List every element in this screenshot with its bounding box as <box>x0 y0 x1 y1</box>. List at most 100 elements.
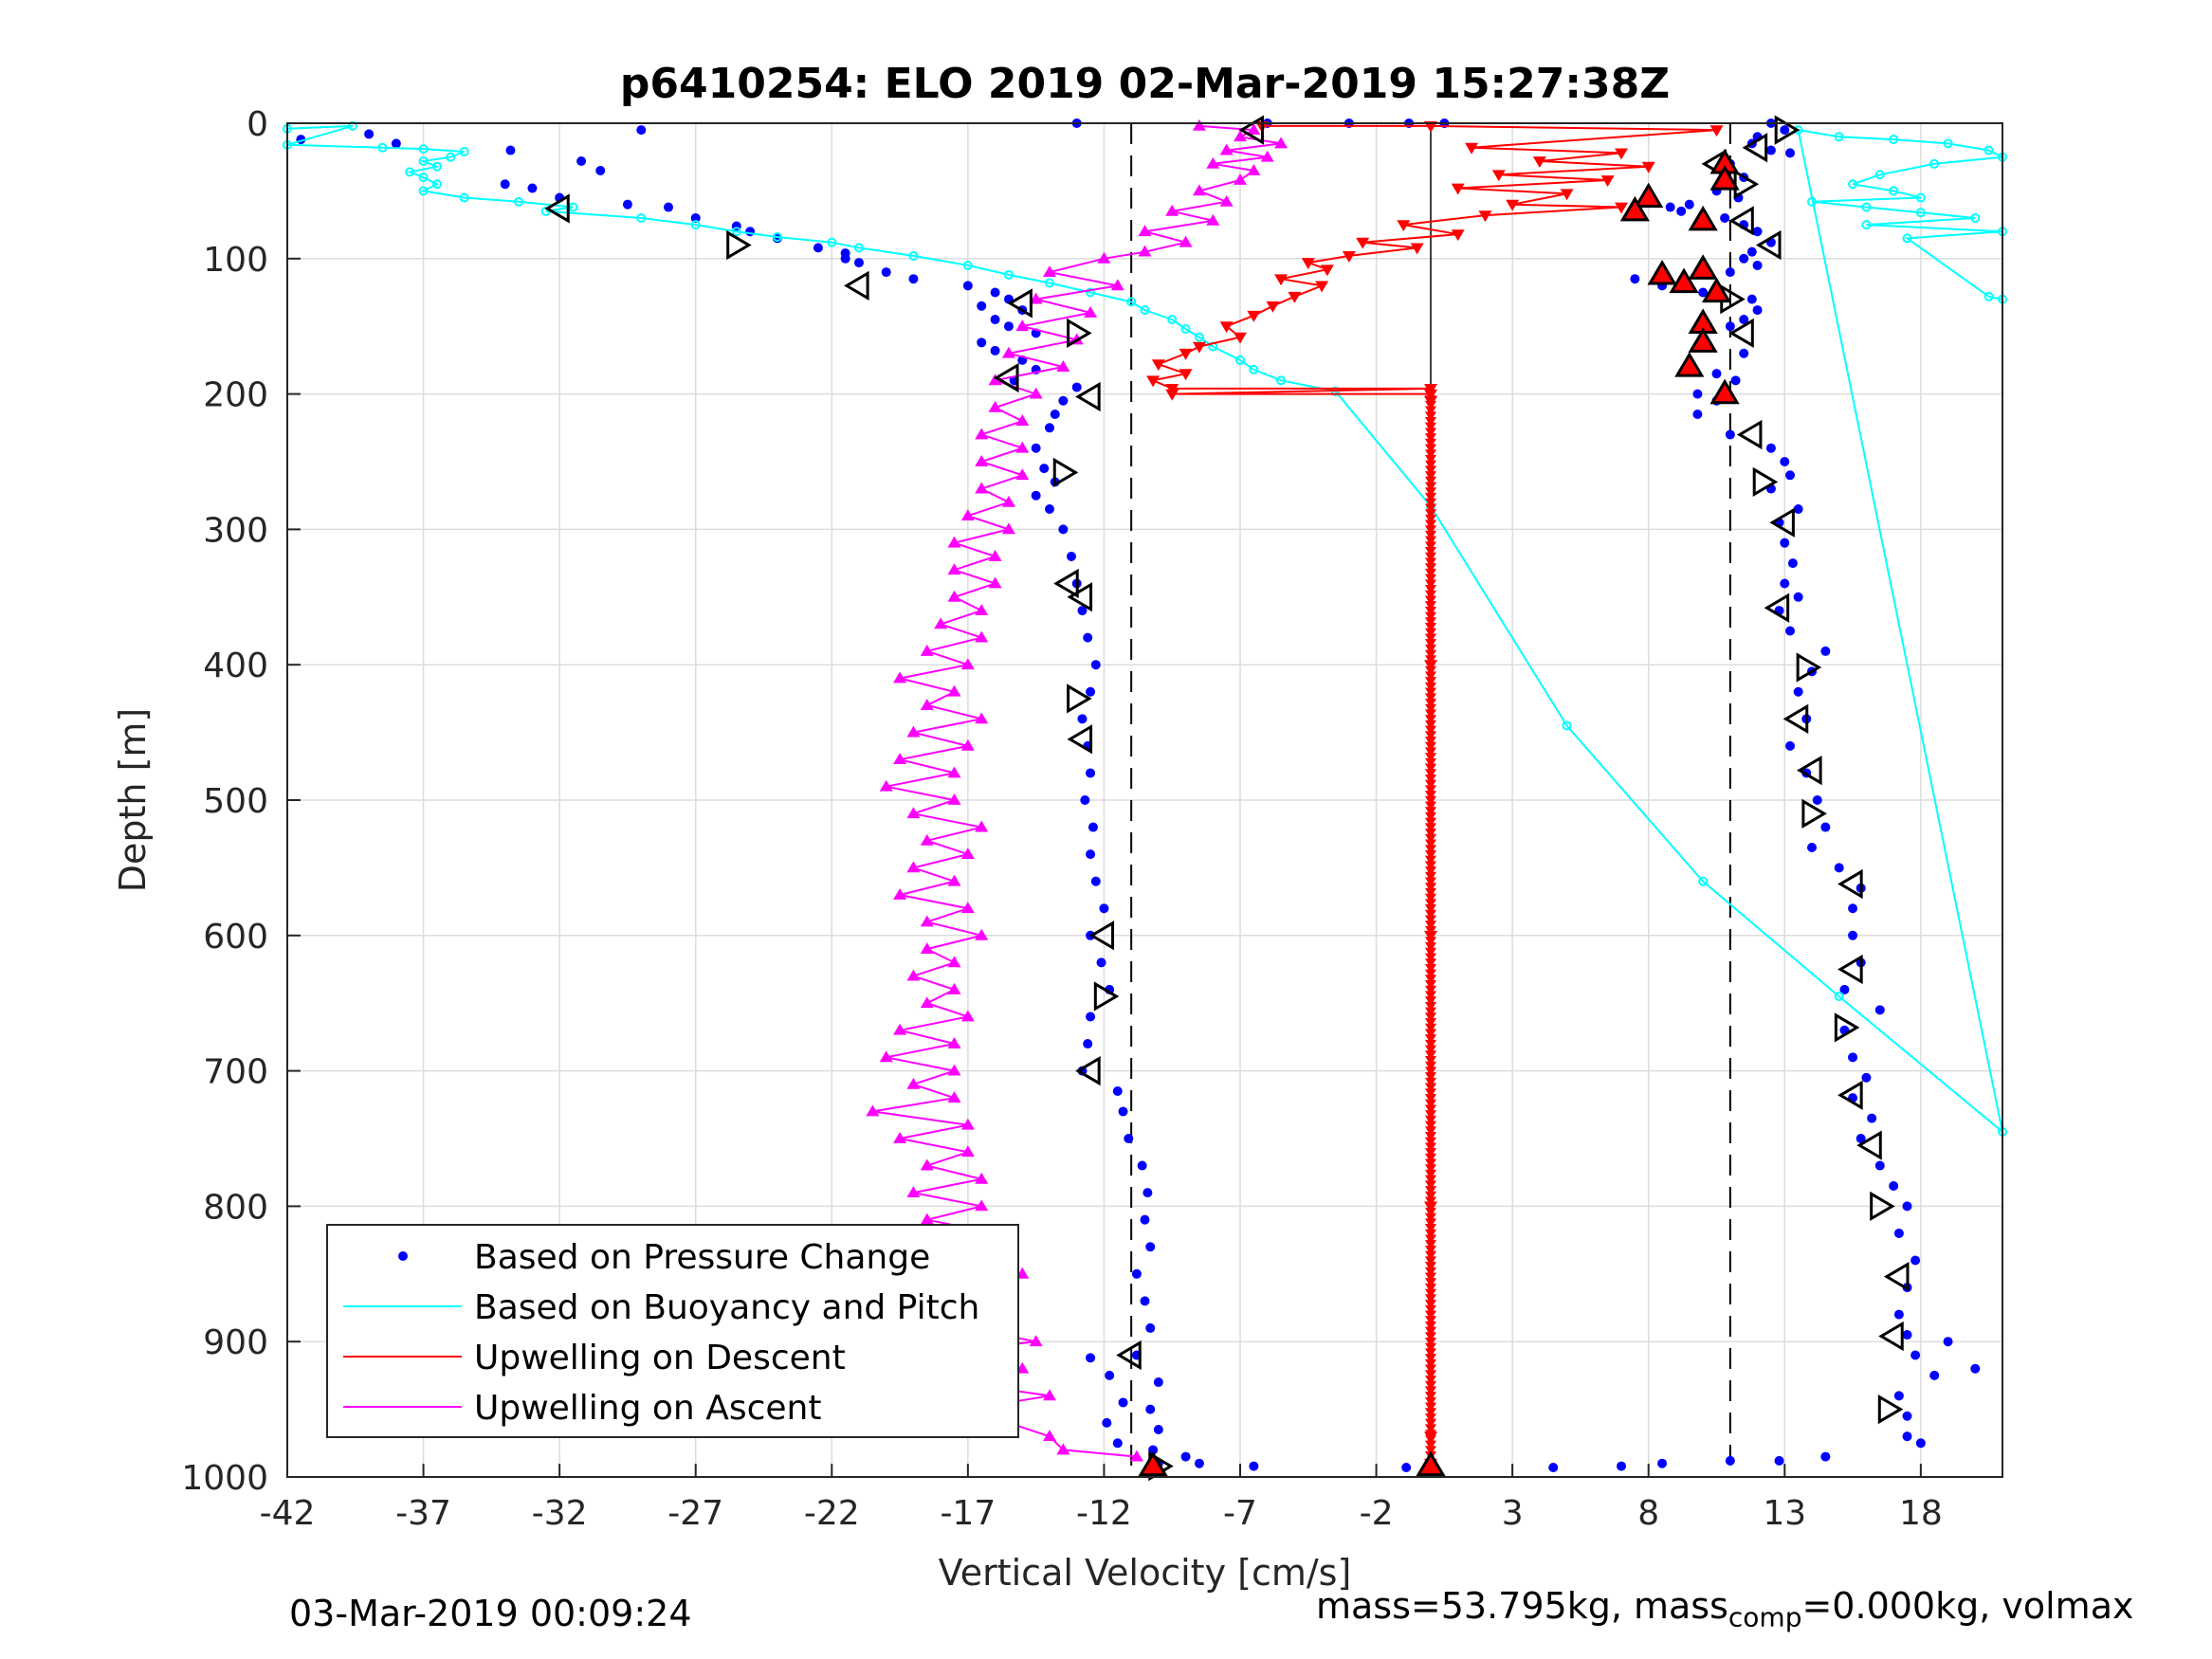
data-point <box>1425 1364 1436 1375</box>
data-point <box>1001 346 1015 358</box>
data-point <box>1893 1391 1904 1401</box>
data-point <box>1665 202 1675 212</box>
data-point <box>1425 1256 1436 1267</box>
data-point <box>1425 1430 1436 1440</box>
data-point <box>1086 287 1096 298</box>
data-point <box>1425 487 1436 498</box>
data-point <box>1752 227 1763 237</box>
data-point <box>1247 163 1261 175</box>
data-point <box>1425 547 1436 557</box>
data-point <box>1425 579 1436 590</box>
data-point <box>1067 684 1092 714</box>
data-point <box>908 250 919 261</box>
data-point <box>1425 1418 1436 1429</box>
data-point <box>1785 626 1796 636</box>
footer-mass-text: mass=53.795kg, mass <box>1316 1585 1728 1627</box>
data-point <box>459 146 469 156</box>
data-point <box>1180 324 1191 335</box>
data-point <box>1425 931 1436 941</box>
data-point <box>1889 186 1899 196</box>
data-point <box>1086 768 1096 778</box>
data-point <box>1634 182 1664 209</box>
data-point <box>920 942 934 954</box>
x-tick-label: 3 <box>1502 1494 1524 1533</box>
data-point <box>1983 291 1994 301</box>
data-point <box>1425 1300 1436 1310</box>
data-point <box>1425 763 1436 774</box>
data-point <box>1140 1296 1150 1306</box>
data-point <box>347 120 357 131</box>
data-point <box>1425 498 1436 508</box>
data-point <box>1001 522 1015 535</box>
data-point <box>1725 321 1735 332</box>
data-point <box>1425 693 1436 703</box>
data-point <box>1097 251 1111 264</box>
data-point <box>1315 281 1329 293</box>
data-point <box>1288 291 1302 303</box>
data-point <box>1425 557 1436 568</box>
data-point <box>1425 1358 1436 1370</box>
data-point <box>418 173 429 183</box>
data-point <box>1425 817 1436 828</box>
data-point <box>1112 1438 1123 1449</box>
data-point <box>1260 150 1274 162</box>
data-point <box>1425 438 1436 449</box>
data-point <box>906 1186 921 1198</box>
data-point <box>1425 633 1436 644</box>
data-point <box>1425 514 1436 524</box>
y-tick-label: 600 <box>203 918 268 957</box>
data-point <box>1425 1434 1436 1446</box>
data-point <box>1071 382 1082 392</box>
data-point <box>1425 1229 1436 1239</box>
data-point <box>1015 319 1030 332</box>
legend-label: Based on Buoyancy and Pitch <box>474 1288 979 1327</box>
data-point <box>1249 364 1259 374</box>
data-point <box>1080 795 1090 805</box>
data-point <box>1837 868 1863 900</box>
data-point <box>405 167 415 177</box>
data-point <box>908 274 919 284</box>
data-point <box>1425 460 1436 470</box>
data-point <box>431 161 442 172</box>
data-point <box>1138 1450 1168 1477</box>
data-point <box>1425 449 1436 460</box>
legend: Based on Pressure Change Based on Buoyanc… <box>326 1224 1019 1438</box>
data-point <box>1425 503 1436 514</box>
data-point <box>1425 1332 1436 1342</box>
data-point <box>975 630 989 643</box>
data-point <box>1425 1012 1436 1023</box>
data-point <box>1674 352 1705 377</box>
data-point <box>1848 903 1858 914</box>
data-point <box>893 1023 907 1035</box>
data-point <box>975 928 989 940</box>
data-point <box>1146 375 1161 388</box>
series-line <box>286 124 2006 1135</box>
legend-label: Based on Pressure Change <box>474 1238 930 1277</box>
x-tick-label: -42 <box>260 1494 316 1533</box>
data-point <box>1688 327 1718 353</box>
data-point <box>840 253 850 264</box>
series-0 <box>296 118 1981 1473</box>
data-point <box>1425 741 1436 752</box>
data-point <box>988 549 1002 561</box>
data-point <box>1425 1175 1436 1185</box>
data-point <box>1739 253 1749 264</box>
data-point <box>854 243 864 253</box>
data-point <box>1820 1451 1831 1462</box>
data-point <box>1902 1411 1912 1421</box>
data-point <box>1425 465 1436 476</box>
data-point <box>1015 441 1030 453</box>
data-point <box>1506 199 1520 211</box>
data-point <box>1425 1392 1436 1402</box>
data-point <box>1401 1463 1412 1473</box>
data-point <box>1425 611 1436 622</box>
data-point <box>1617 1461 1626 1471</box>
data-point <box>1560 189 1574 201</box>
y-tick-label: 1000 <box>181 1459 268 1498</box>
data-point <box>1929 1370 1940 1380</box>
data-point <box>975 604 989 615</box>
data-point <box>1425 1375 1436 1386</box>
data-point <box>1902 1431 1912 1442</box>
data-point <box>1015 414 1030 427</box>
data-point <box>1787 558 1798 569</box>
